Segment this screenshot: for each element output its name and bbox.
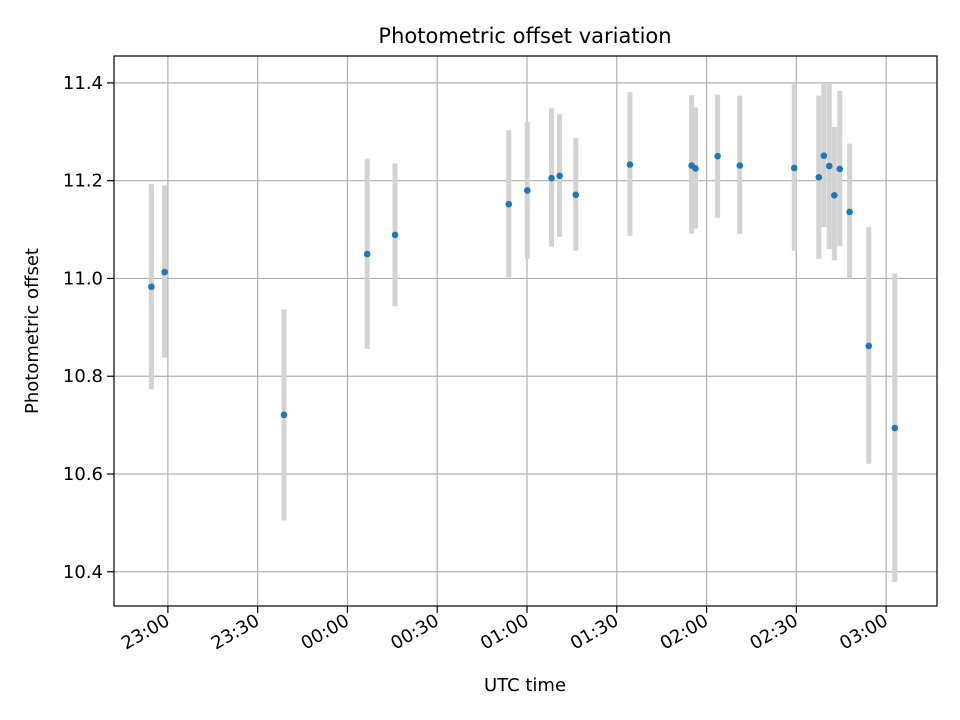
data-point (831, 192, 838, 199)
y-tick-label: 10.4 (63, 562, 103, 583)
data-point (548, 174, 555, 182)
data-point (523, 187, 531, 194)
data-point (790, 164, 798, 172)
x-axis-title: UTC time (484, 675, 566, 696)
chart-title: Photometric offset variation (378, 24, 671, 48)
y-tick-label: 10.6 (63, 464, 103, 485)
x-tick-label: 02:00 (657, 610, 712, 654)
x-tick-label: 01:30 (567, 610, 622, 654)
data-point (692, 165, 699, 172)
y-tick-label: 11.0 (63, 268, 103, 289)
data-point (161, 268, 168, 276)
error-bars (148, 83, 898, 583)
y-tick-label: 11.2 (63, 171, 103, 192)
y-axis: 10.4 10.6 10.8 11.0 11.2 11.4 (63, 73, 114, 583)
data-point (815, 173, 823, 181)
data-point (572, 191, 580, 199)
x-tick-label: 00:00 (298, 610, 353, 654)
y-tick-label: 10.8 (63, 366, 103, 387)
data-point (891, 424, 899, 432)
data-point (836, 165, 844, 173)
data-point (505, 200, 513, 208)
data-point (626, 161, 634, 168)
data-points (148, 152, 899, 432)
data-point (391, 231, 399, 239)
data-point (846, 208, 853, 216)
x-tick-label: 01:00 (477, 610, 532, 654)
data-point (825, 162, 833, 170)
data-point (714, 152, 721, 160)
plot-area-frame (113, 55, 938, 607)
x-tick-label: 00:30 (387, 610, 442, 654)
data-point (280, 411, 288, 419)
y-tick-label: 11.4 (63, 73, 103, 94)
data-point (865, 342, 873, 350)
x-tick-label: 03:00 (836, 610, 891, 654)
x-tick-label: 02:30 (746, 610, 801, 654)
x-tick-label: 23:30 (208, 610, 263, 654)
data-point (363, 250, 371, 258)
data-point (820, 152, 828, 160)
data-point (736, 162, 744, 169)
data-point (148, 283, 155, 291)
data-point (556, 172, 563, 180)
x-tick-label: 23:00 (118, 610, 173, 654)
y-axis-title: Photometric offset (22, 248, 43, 414)
x-axis: 23:00 23:30 00:00 00:30 01:00 01:30 02:00 02:30… (118, 606, 892, 654)
